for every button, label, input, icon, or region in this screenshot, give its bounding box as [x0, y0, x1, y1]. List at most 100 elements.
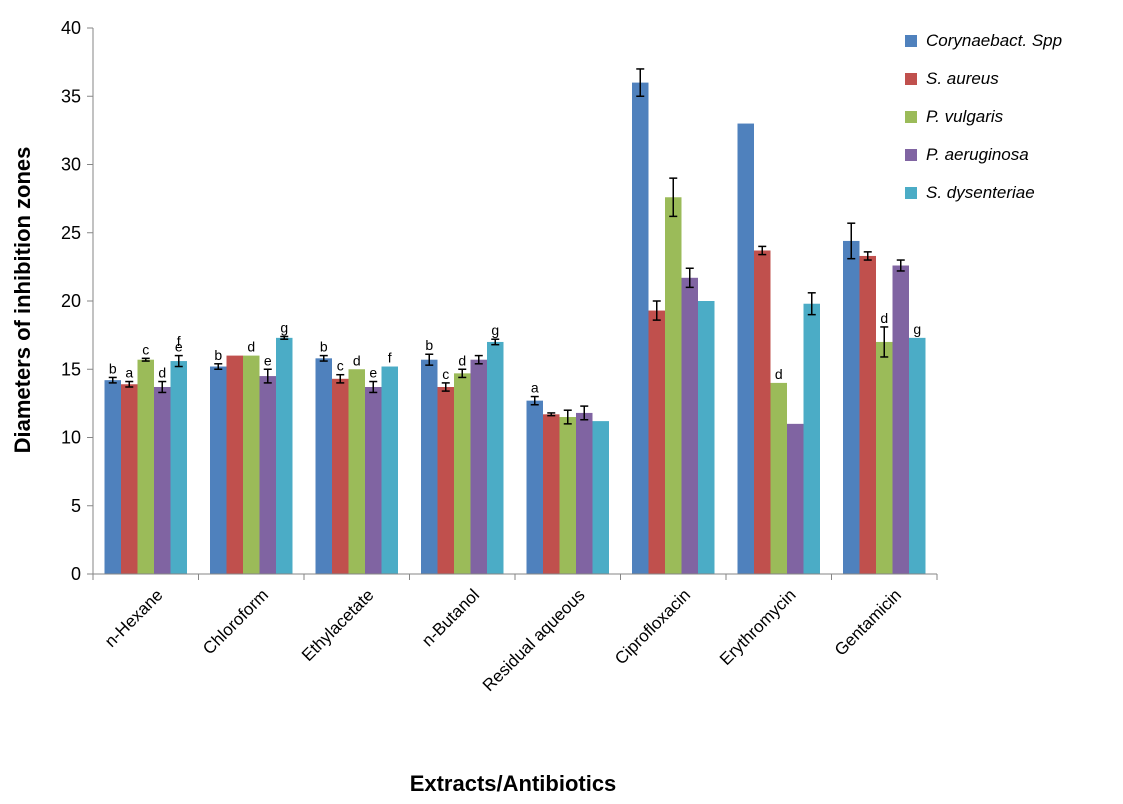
y-tick-label: 15 — [61, 359, 81, 379]
significance-letter: d — [458, 352, 466, 368]
error-bar — [441, 382, 450, 392]
legend-swatch — [905, 35, 917, 47]
error-bar — [125, 380, 134, 388]
error-bar — [141, 357, 150, 362]
x-category-label: Residual aqueous — [479, 585, 589, 695]
y-tick-label: 10 — [61, 428, 81, 448]
legend-label: S. dysenteriae — [926, 183, 1035, 202]
significance-letter: b — [320, 339, 328, 355]
legend-item: S. aureus — [905, 69, 999, 88]
significance-letter: c — [142, 341, 149, 357]
bar — [137, 359, 154, 574]
legend-swatch — [905, 73, 917, 85]
y-tick-label: 0 — [71, 564, 81, 584]
significance-letter: d — [880, 310, 888, 326]
error-bar — [214, 363, 223, 370]
legend-swatch — [905, 111, 917, 123]
error-bar — [636, 68, 645, 97]
bar — [681, 277, 698, 574]
bar — [487, 341, 504, 574]
bar — [843, 240, 860, 574]
bar — [859, 255, 876, 574]
error-bar — [319, 354, 328, 362]
legend-swatch — [905, 149, 917, 161]
bar — [754, 250, 771, 574]
error-bar — [807, 292, 816, 316]
x-category-label: Ethylacetate — [298, 585, 378, 665]
error-bar — [530, 395, 539, 406]
bar — [259, 376, 276, 574]
legend: Corynaebact. Spp S. aureus P. vulgaris P. a… — [905, 31, 1062, 202]
significance-letter: b — [214, 347, 222, 363]
significance-letter: a — [125, 365, 133, 381]
bar — [454, 373, 471, 574]
error-bar — [336, 373, 345, 384]
error-bar — [491, 338, 500, 346]
significance-letter: g — [491, 322, 499, 338]
bar — [421, 359, 438, 574]
significance-letter: d — [353, 352, 361, 368]
error-bar — [458, 368, 467, 379]
significance-letter: c — [337, 358, 344, 374]
error-bar — [685, 267, 694, 289]
error-bar — [263, 368, 272, 384]
bar — [698, 301, 715, 574]
bar — [543, 414, 560, 574]
significance-letter: c — [442, 366, 449, 382]
bar — [909, 337, 926, 574]
y-tick-label: 5 — [71, 496, 81, 516]
significance-letter: d — [158, 365, 166, 381]
error-bar — [758, 245, 767, 256]
error-bar — [669, 177, 678, 218]
error-bar — [863, 251, 872, 261]
y-axis: 0 5 10 15 20 25 30 35 40 — [61, 18, 94, 584]
error-bar — [580, 405, 589, 421]
significance-letter: e — [175, 339, 183, 355]
y-tick-label: 40 — [61, 18, 81, 38]
bar — [365, 386, 382, 574]
bar — [210, 366, 227, 574]
x-category-label: Ciprofloxacin — [611, 585, 694, 668]
bar — [665, 197, 682, 574]
x-category-label: Chloroform — [199, 585, 272, 658]
significance-letter: e — [369, 365, 377, 381]
significance-letter: g — [280, 319, 288, 335]
y-tick-label: 30 — [61, 155, 81, 175]
error-bar — [158, 380, 167, 394]
bar — [876, 341, 893, 574]
error-bar — [563, 409, 572, 425]
bar — [526, 400, 543, 574]
bar — [559, 417, 576, 574]
error-bar — [547, 412, 556, 417]
significance-letter: d — [247, 339, 255, 355]
bar — [770, 382, 787, 574]
legend-label: P. aeruginosa — [926, 145, 1029, 164]
x-category-label: n-Hexane — [101, 585, 167, 651]
bar — [121, 384, 138, 574]
bar — [437, 386, 454, 574]
x-category-label: n-Butanol — [418, 585, 483, 650]
y-tick-label: 35 — [61, 86, 81, 106]
bar — [243, 355, 260, 574]
significance-letter: g — [913, 321, 921, 337]
error-bar — [174, 354, 183, 368]
bar — [632, 82, 649, 574]
legend-item: P. aeruginosa — [905, 145, 1029, 164]
bar — [348, 369, 365, 574]
y-axis-title: Diameters of inhibition zones — [10, 147, 35, 454]
significance-letter: f — [388, 350, 392, 366]
y-tick-label: 20 — [61, 291, 81, 311]
error-bar — [474, 354, 483, 365]
bar — [576, 412, 593, 574]
error-bar — [108, 376, 117, 384]
bar — [381, 366, 398, 574]
y-tick-label: 25 — [61, 223, 81, 243]
significance-letter: e — [264, 352, 272, 368]
bar — [276, 337, 293, 574]
significance-letter: b — [425, 337, 433, 353]
error-bar — [847, 222, 856, 260]
legend-label: Corynaebact. Spp — [926, 31, 1062, 50]
